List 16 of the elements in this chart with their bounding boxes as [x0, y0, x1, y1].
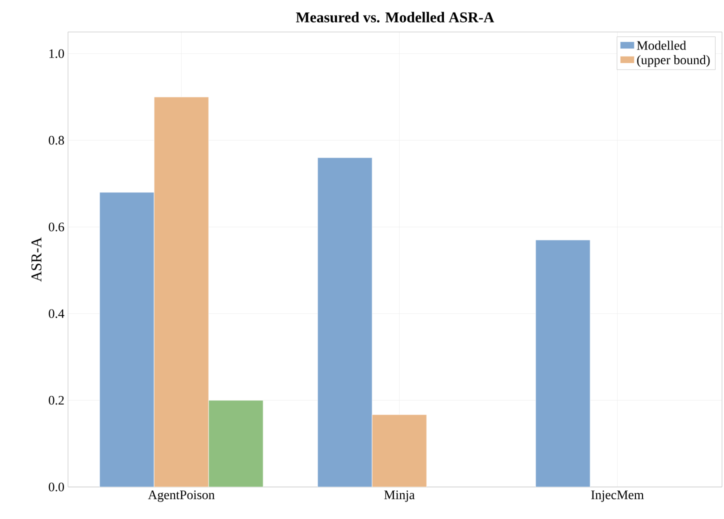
x-tick-label: AgentPoison	[148, 490, 215, 502]
y-tick-label: 0.6	[48, 222, 64, 232]
legend-label: (upper bound)	[637, 55, 710, 67]
chart-title: Measured vs. Modelled ASR-A	[296, 12, 494, 22]
y-tick-label: 0.8	[48, 136, 64, 145]
y-tick-label: 0.4	[48, 309, 64, 318]
bar	[372, 414, 427, 487]
legend-label: Modelled	[636, 40, 686, 50]
x-tick-label: Minja	[384, 490, 415, 502]
bar	[154, 96, 209, 487]
y-tick-label: 0.0	[48, 482, 64, 492]
y-tick-label: 0.2	[48, 396, 64, 405]
y-axis-title: ASR-A	[31, 237, 42, 282]
x-tick-label: InjecMem	[591, 490, 644, 502]
y-tick-label: 1.0	[49, 49, 64, 58]
bar	[535, 240, 590, 487]
